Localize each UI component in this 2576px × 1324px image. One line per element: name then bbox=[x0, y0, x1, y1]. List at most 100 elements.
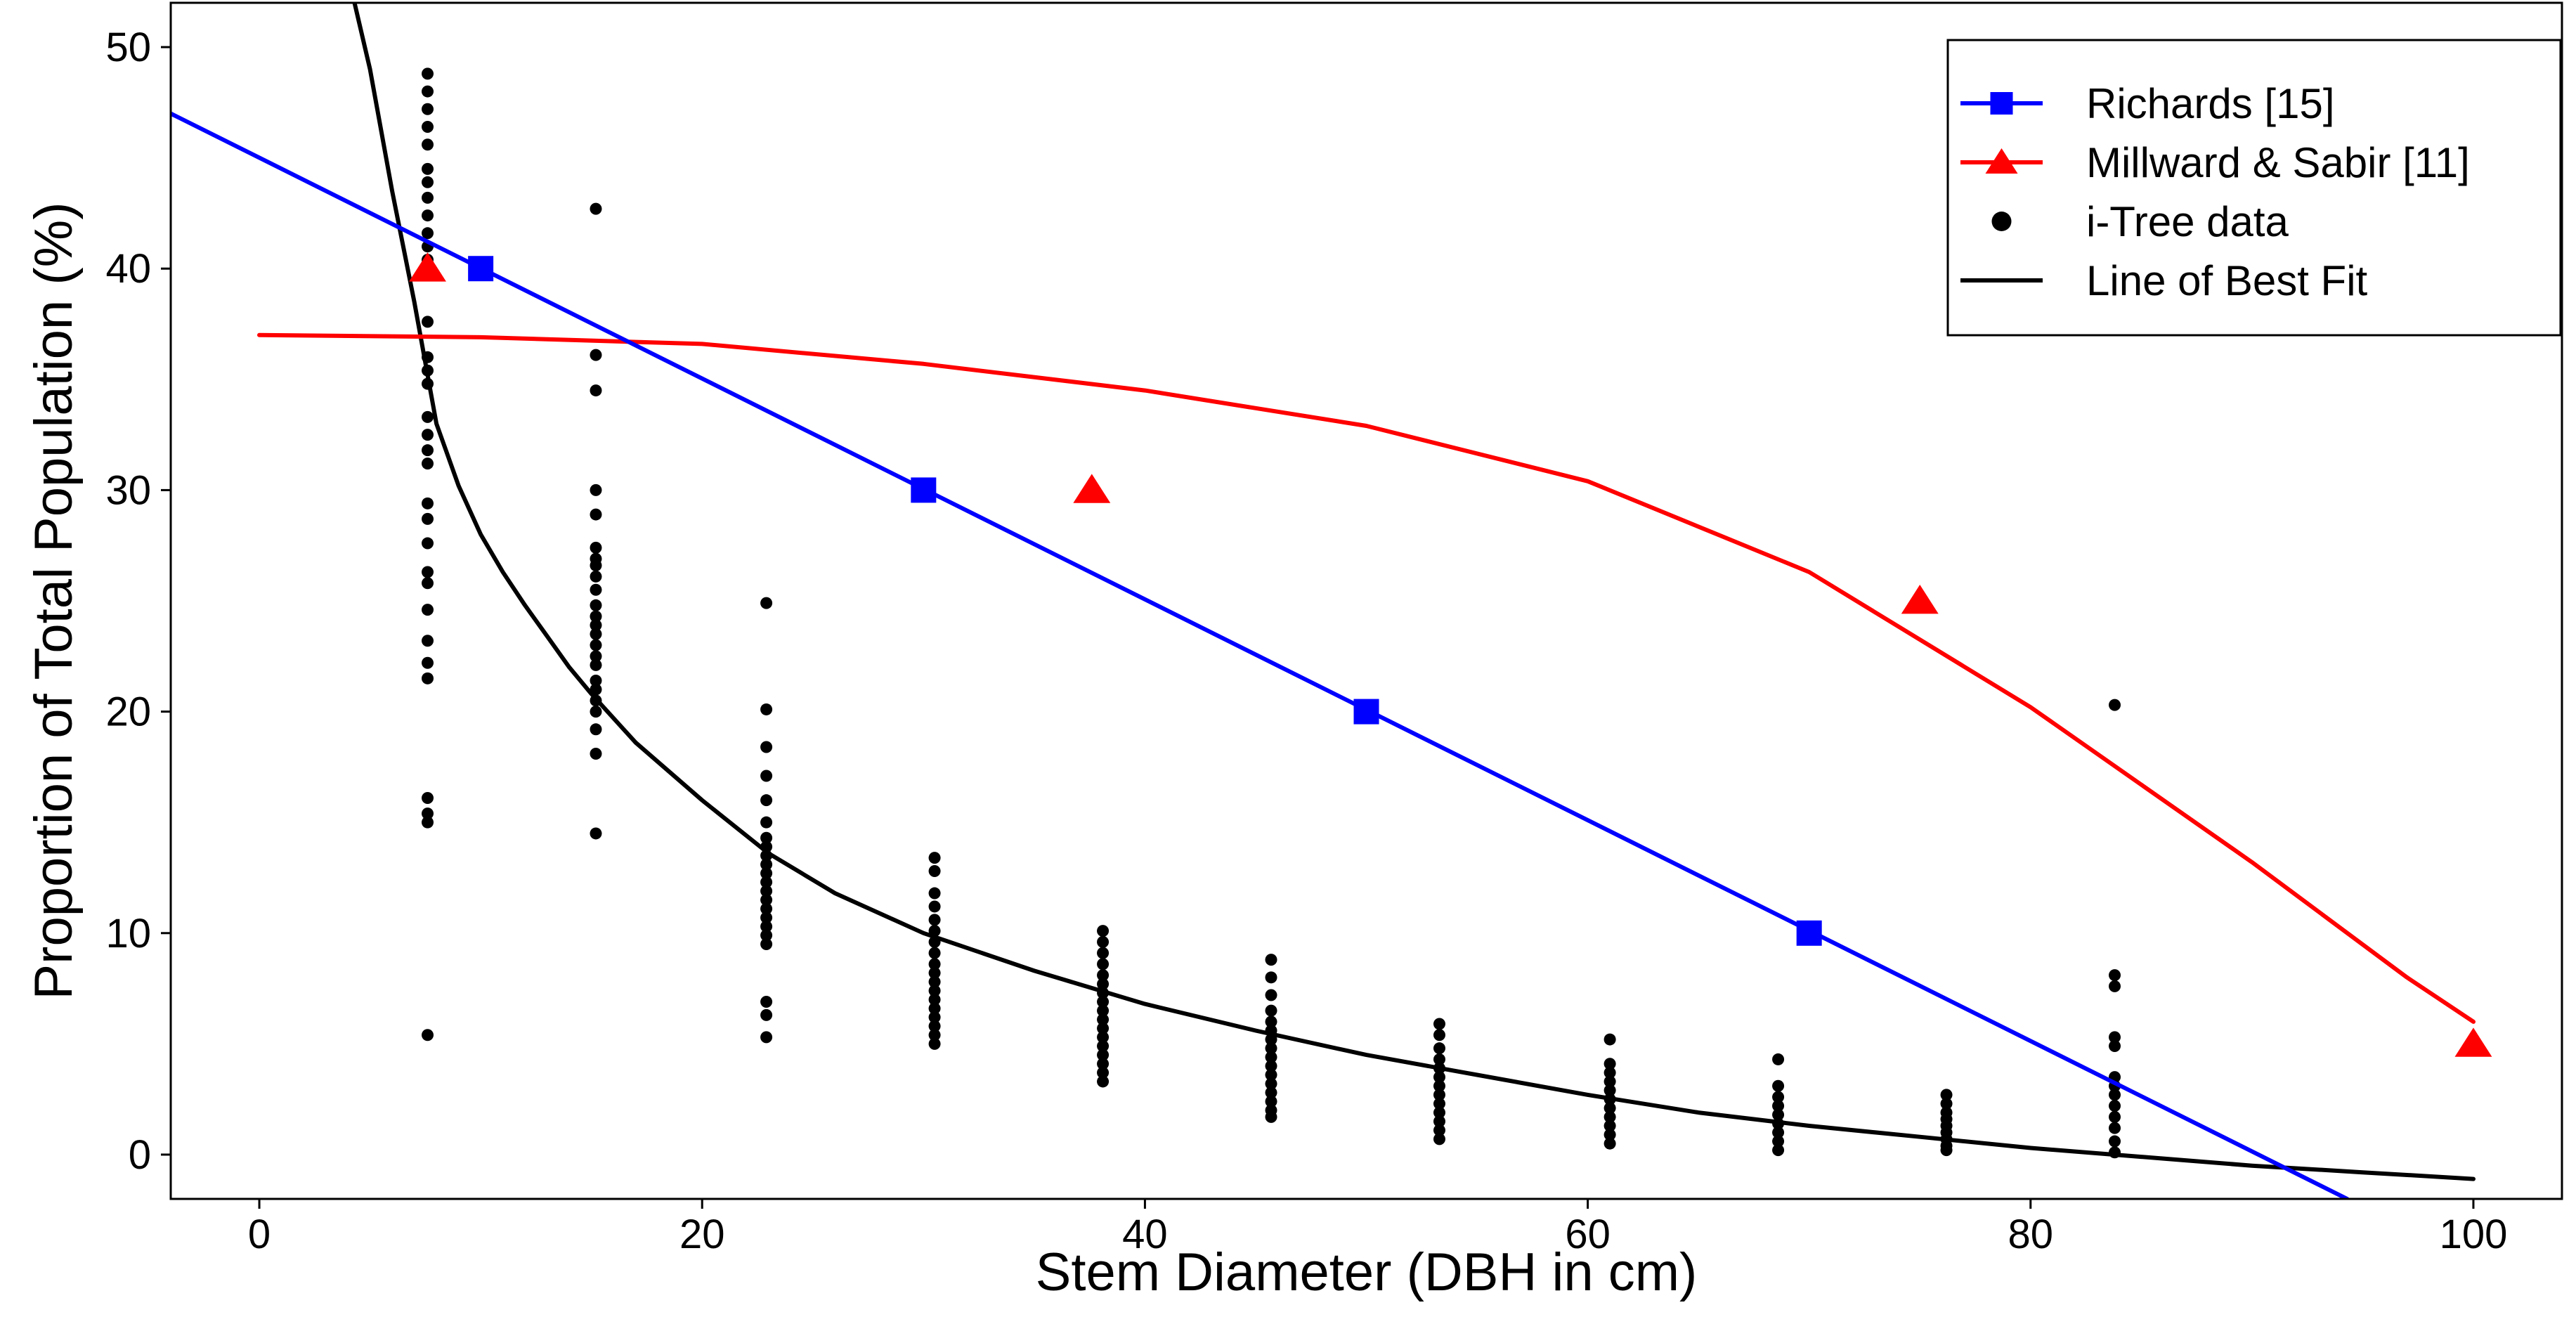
legend-item-line-of-best-fit: Line of Best Fit bbox=[1960, 257, 2368, 304]
legend: Richards [15] Millward & Sabir [11] i-Tree… bbox=[1946, 39, 2562, 337]
data-point bbox=[590, 202, 602, 215]
data-point bbox=[422, 566, 434, 578]
data-point bbox=[590, 650, 602, 663]
data-point bbox=[1097, 1004, 1110, 1017]
data-point bbox=[590, 483, 602, 496]
data-point bbox=[422, 1029, 434, 1041]
data-point bbox=[422, 67, 434, 80]
y-tick-label: 10 bbox=[105, 911, 151, 956]
richards-marker bbox=[1353, 699, 1379, 725]
y-tick-label: 30 bbox=[105, 467, 151, 513]
legend-item-i-tree-data: i-Tree data bbox=[1991, 198, 2289, 245]
data-point bbox=[928, 865, 941, 878]
data-point bbox=[1604, 1084, 1616, 1097]
data-point bbox=[928, 958, 941, 971]
data-point bbox=[422, 816, 434, 829]
data-point bbox=[1604, 1119, 1616, 1132]
data-point bbox=[422, 103, 434, 115]
series-line-line-of-best-fit bbox=[352, 3, 2476, 1181]
data-point bbox=[1604, 1102, 1616, 1115]
data-point bbox=[422, 209, 434, 222]
data-point bbox=[1772, 1053, 1785, 1065]
data-point bbox=[422, 85, 434, 98]
data-point bbox=[760, 995, 773, 1008]
data-point bbox=[590, 559, 602, 572]
legend-circle-marker bbox=[1991, 212, 2012, 231]
data-point bbox=[1097, 1031, 1110, 1044]
x-tick-label: 0 bbox=[248, 1212, 271, 1257]
data-point bbox=[2109, 1089, 2121, 1101]
data-point bbox=[760, 858, 773, 871]
data-point bbox=[590, 628, 602, 640]
data-point bbox=[1772, 1144, 1785, 1157]
x-tick-label: 40 bbox=[1122, 1212, 1168, 1257]
richards-marker bbox=[468, 256, 494, 282]
y-tick-label: 0 bbox=[129, 1132, 151, 1178]
data-point bbox=[760, 1008, 773, 1021]
x-tick-label: 20 bbox=[679, 1212, 725, 1257]
data-point bbox=[1772, 1091, 1785, 1103]
data-point bbox=[928, 852, 941, 864]
data-point bbox=[422, 121, 434, 134]
data-point bbox=[1604, 1033, 1616, 1046]
data-point bbox=[422, 792, 434, 805]
data-point bbox=[590, 508, 602, 521]
data-point bbox=[590, 384, 602, 397]
data-point bbox=[928, 993, 941, 1006]
data-point bbox=[760, 597, 773, 609]
data-point bbox=[422, 316, 434, 328]
series-richards-15 bbox=[171, 111, 2350, 1199]
x-axis-label: Stem Diameter (DBH in cm) bbox=[1036, 1242, 1698, 1302]
data-point bbox=[590, 619, 602, 632]
data-point bbox=[422, 512, 434, 525]
data-point bbox=[928, 967, 941, 980]
series-line-richards-15 bbox=[171, 111, 2350, 1199]
data-point bbox=[928, 1029, 941, 1041]
x-tick-label: 80 bbox=[2008, 1212, 2054, 1257]
legend-item-millward-sabir-11: Millward & Sabir [11] bbox=[1960, 139, 2470, 186]
data-point bbox=[590, 570, 602, 583]
data-point bbox=[590, 639, 602, 651]
millward-sabir-marker bbox=[1073, 474, 1111, 503]
data-point bbox=[928, 985, 941, 997]
x-tick-label: 60 bbox=[1565, 1212, 1611, 1257]
data-point bbox=[590, 723, 602, 736]
data-point bbox=[928, 887, 941, 900]
data-point bbox=[760, 902, 773, 915]
data-point bbox=[1097, 935, 1110, 948]
data-point bbox=[1433, 1018, 1445, 1030]
data-point bbox=[1940, 1097, 1953, 1110]
data-point bbox=[760, 703, 773, 715]
data-point bbox=[2109, 980, 2121, 992]
data-point bbox=[422, 672, 434, 684]
data-point bbox=[422, 604, 434, 616]
millward-sabir-marker bbox=[409, 252, 446, 282]
data-point bbox=[1433, 1133, 1445, 1145]
data-point bbox=[1097, 958, 1110, 971]
data-point bbox=[1772, 1126, 1785, 1138]
data-point bbox=[928, 1037, 941, 1050]
richards-marker bbox=[1796, 920, 1822, 946]
data-point bbox=[2109, 969, 2121, 982]
data-point bbox=[760, 816, 773, 829]
data-point bbox=[1097, 969, 1110, 982]
data-point bbox=[1772, 1100, 1785, 1112]
data-point bbox=[1433, 1029, 1445, 1041]
data-point bbox=[760, 876, 773, 888]
data-point bbox=[1097, 1022, 1110, 1034]
series-line-of-best-fit bbox=[352, 3, 2476, 1181]
data-point bbox=[1604, 1129, 1616, 1141]
data-point bbox=[422, 191, 434, 204]
data-point bbox=[760, 831, 773, 844]
data-point bbox=[1097, 978, 1110, 990]
data-point bbox=[1940, 1144, 1953, 1157]
data-point bbox=[928, 1002, 941, 1015]
data-point bbox=[1604, 1075, 1616, 1088]
data-point bbox=[1097, 1075, 1110, 1088]
data-point bbox=[1265, 1042, 1277, 1055]
data-point bbox=[1265, 1077, 1277, 1090]
data-point bbox=[928, 1020, 941, 1032]
data-point bbox=[1604, 1066, 1616, 1079]
legend-box bbox=[1946, 39, 2562, 337]
data-point bbox=[2109, 1031, 2121, 1044]
